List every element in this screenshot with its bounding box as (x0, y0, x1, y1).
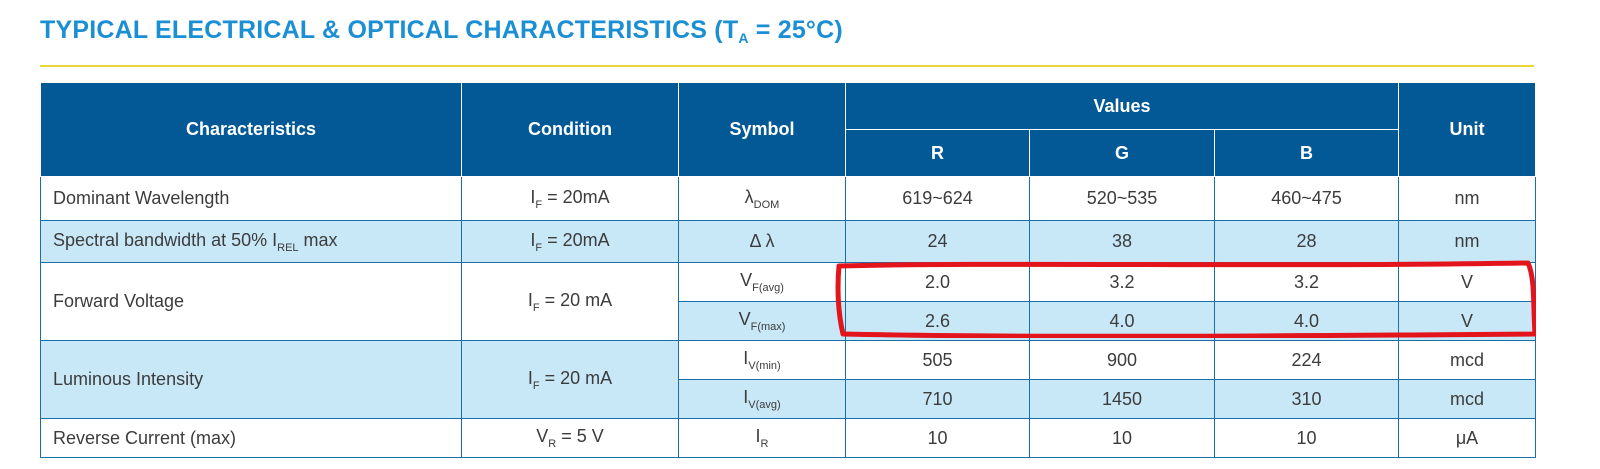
row-symbol: IV(min) (678, 340, 846, 380)
row-label: Dominant Wavelength (40, 176, 462, 221)
row-label: Spectral bandwidth at 50% IREL max (40, 220, 462, 263)
cell-r: 2.0 (845, 262, 1030, 302)
cell-b: 3.2 (1213, 262, 1400, 302)
row-condition: IF = 20 mA (461, 340, 679, 419)
row-symbol: λDOM (678, 176, 846, 221)
title-underline (40, 65, 1534, 67)
row-symbol: VF(max) (678, 301, 846, 341)
cell-g: 900 (1029, 340, 1215, 380)
header-characteristics: Characteristics (40, 82, 462, 177)
row-symbol: IR (678, 418, 846, 458)
cell-g: 3.2 (1029, 262, 1215, 302)
cell-unit: μA (1398, 418, 1537, 458)
cell-r: 10 (845, 418, 1030, 458)
header-r: R (845, 129, 1030, 177)
cell-g: 38 (1029, 220, 1215, 263)
cell-b: 460~475 (1213, 176, 1400, 221)
header-values: Values (844, 82, 1400, 130)
row-label: Luminous Intensity (40, 340, 462, 419)
cell-g: 520~535 (1029, 176, 1215, 221)
characteristics-table: Characteristics Condition Symbol Values … (40, 82, 1537, 458)
table-row: Spectral bandwidth at 50% IREL max IF = … (40, 220, 1537, 263)
row-symbol: IV(avg) (678, 379, 846, 419)
cell-g: 1450 (1029, 379, 1215, 419)
row-condition: VR = 5 V (461, 418, 679, 458)
row-label: Reverse Current (max) (40, 418, 462, 458)
table-row: Dominant Wavelength IF = 20mA λDOM 619~6… (40, 176, 1537, 221)
row-label: Forward Voltage (40, 262, 462, 341)
cell-g: 4.0 (1029, 301, 1215, 341)
cell-unit: mcd (1398, 379, 1537, 419)
header-symbol: Symbol (678, 82, 846, 177)
cell-r: 2.6 (845, 301, 1030, 341)
row-condition: IF = 20mA (461, 220, 679, 263)
cell-unit: nm (1398, 220, 1537, 263)
cell-b: 28 (1213, 220, 1400, 263)
table-row: IV(avg) 710 1450 310 mcd (41, 379, 1537, 419)
table-row: Luminous Intensity IF = 20 mA IV(min) 50… (40, 340, 1537, 419)
row-condition: IF = 20 mA (461, 262, 679, 341)
table-row: Forward Voltage IF = 20 mA VF(avg) 2.0 3… (40, 262, 1537, 341)
cell-b: 310 (1213, 379, 1400, 419)
cell-r: 710 (845, 379, 1030, 419)
cell-r: 619~624 (845, 176, 1030, 221)
header-condition: Condition (461, 82, 679, 177)
header-unit: Unit (1398, 82, 1537, 177)
cell-b: 4.0 (1213, 301, 1400, 341)
row-condition: IF = 20mA (461, 176, 679, 221)
row-symbol: Δ λ (678, 220, 846, 263)
cell-unit: V (1398, 301, 1537, 341)
row-symbol: VF(avg) (678, 262, 846, 302)
header-b: B (1213, 129, 1400, 177)
cell-unit: nm (1398, 176, 1537, 221)
cell-unit: mcd (1398, 340, 1537, 380)
cell-r: 24 (845, 220, 1030, 263)
page-title: TYPICAL ELECTRICAL & OPTICAL CHARACTERIS… (40, 16, 843, 46)
cell-b: 10 (1213, 418, 1400, 458)
cell-b: 224 (1213, 340, 1400, 380)
cell-r: 505 (845, 340, 1030, 380)
cell-g: 10 (1029, 418, 1215, 458)
table-row: Reverse Current (max) VR = 5 V IR 10 10 … (40, 418, 1537, 458)
cell-unit: V (1398, 262, 1537, 302)
header-g: G (1029, 129, 1215, 177)
